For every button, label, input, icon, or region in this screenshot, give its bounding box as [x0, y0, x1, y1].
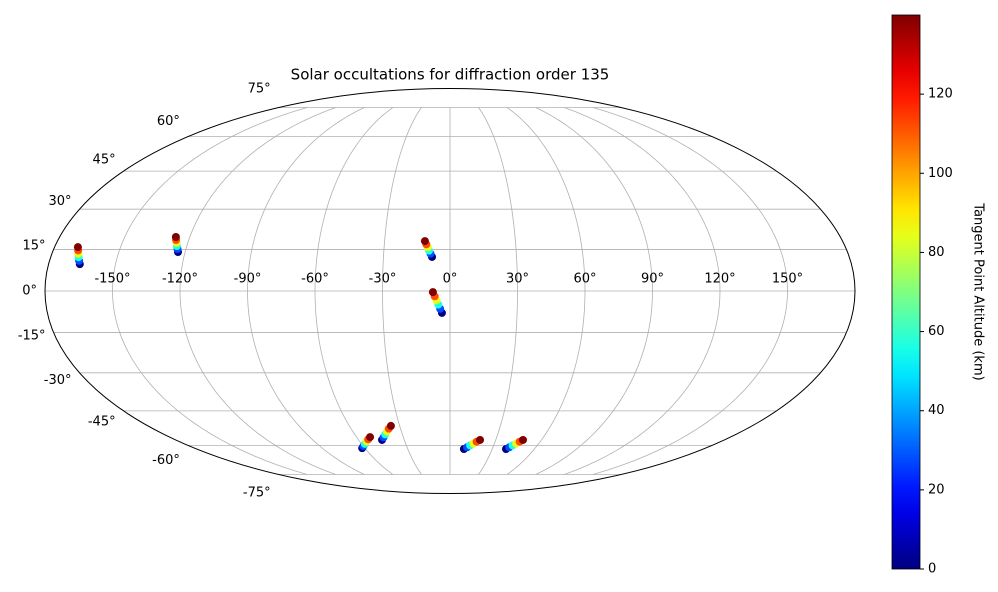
point — [420, 237, 429, 246]
point — [386, 421, 395, 430]
x-tick-label: 90° — [641, 272, 664, 287]
x-tick-label: -150° — [94, 272, 130, 287]
colorbar-tick-label: 20 — [928, 482, 945, 497]
colorbar-label: Tangent Point Altitude (km) — [971, 202, 986, 380]
colorbar-ticks: 0 20 40 60 80 100 120 — [920, 87, 953, 577]
map-boundary — [44, 88, 856, 494]
colorbar-tick-label: 40 — [928, 403, 945, 418]
x-tick-label: -60° — [301, 272, 329, 287]
x-tick-label: -120° — [162, 272, 198, 287]
colorbar-tick-label: 80 — [928, 245, 945, 260]
y-tick-label: 60° — [157, 114, 180, 129]
point — [476, 435, 485, 444]
point — [428, 288, 437, 297]
point — [519, 435, 528, 444]
point — [171, 233, 180, 242]
y-tick-label: 0° — [22, 284, 37, 299]
y-tick-label: -75° — [243, 486, 271, 501]
y-tick-label: 30° — [48, 194, 71, 209]
y-tick-label: -45° — [88, 415, 116, 430]
y-tick-label: -60° — [152, 453, 180, 468]
graticule — [45, 107, 855, 475]
x-tick-label: 0° — [443, 272, 458, 287]
y-tick-label: 45° — [93, 152, 116, 167]
colorbar-tick-label: 120 — [928, 87, 953, 102]
y-tick-label: -15° — [18, 329, 46, 344]
colorbar-tick-label: 60 — [928, 324, 945, 339]
x-tick-label: 150° — [772, 272, 803, 287]
y-tick-label: 15° — [23, 238, 46, 253]
colorbar-tick-label: 100 — [928, 166, 953, 181]
x-tick-label: 120° — [704, 272, 735, 287]
y-tick-label: 75° — [248, 81, 271, 96]
x-tick-label: 30° — [506, 272, 529, 287]
x-tick-label: -90° — [234, 272, 262, 287]
point — [366, 433, 375, 442]
points — [73, 233, 528, 453]
tick-labels: -150° -120° -90° -60° -30° 0° 30° 60° 90° 120° 150… — [18, 81, 803, 500]
y-tick-label: -30° — [44, 373, 72, 388]
colorbar — [891, 14, 921, 570]
x-tick-label: 60° — [573, 272, 596, 287]
x-tick-label: -30° — [369, 272, 397, 287]
point — [73, 243, 82, 252]
colorbar-tick-label: 0 — [928, 562, 936, 577]
chart-title: Solar occultations for diffraction order… — [291, 66, 610, 84]
